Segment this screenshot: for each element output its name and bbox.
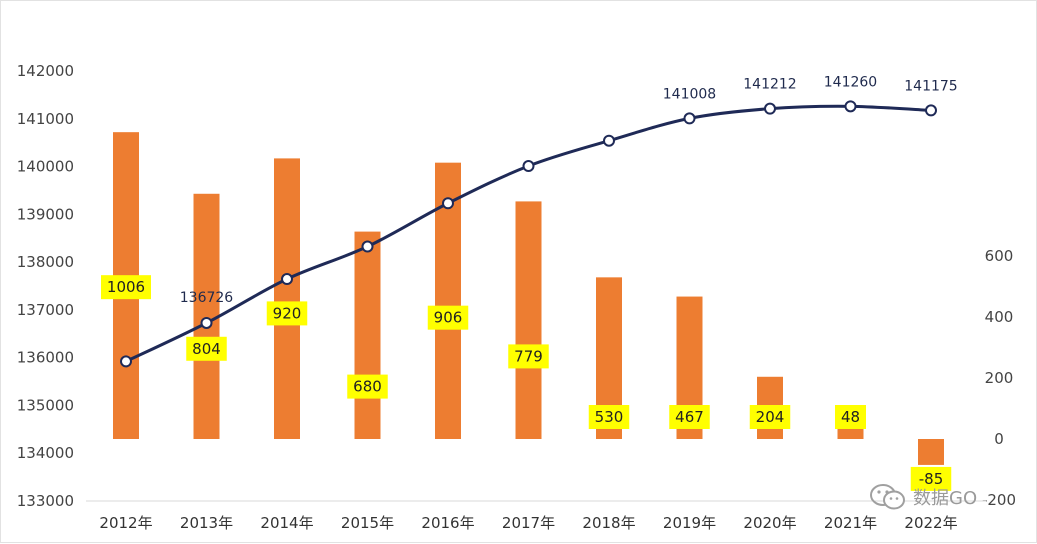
x-tick-label: 2019年 <box>663 514 716 532</box>
line-point <box>200 316 213 329</box>
x-tick-label: 2021年 <box>824 514 877 532</box>
line-value-label: 136726 <box>180 290 234 306</box>
left-tick-label: 136000 <box>17 349 74 367</box>
line-point <box>361 240 374 253</box>
bar-label-bg <box>266 301 308 326</box>
left-tick-label: 138000 <box>17 253 74 271</box>
left-tick-label: 134000 <box>17 444 74 462</box>
bar <box>918 439 944 465</box>
bar-value-label: -85 <box>919 470 944 488</box>
left-tick-label: 135000 <box>17 396 74 414</box>
bar-label-bg <box>669 405 710 429</box>
line-labels: 136726 141008 141212 141260 141175 <box>180 74 958 306</box>
bar <box>193 193 220 439</box>
wechat-icon <box>869 483 907 511</box>
right-tick-label: 600 <box>985 247 1014 265</box>
bar-value-label: 467 <box>675 408 704 426</box>
x-tick-label: 2018年 <box>582 514 635 532</box>
right-tick-label: 400 <box>985 308 1014 326</box>
bar <box>274 158 300 439</box>
watermark: 数据GO <box>869 483 977 511</box>
line-series <box>120 100 937 368</box>
line-point <box>281 273 293 286</box>
left-tick-label: 141000 <box>17 110 74 128</box>
x-tick-label: 2014年 <box>260 514 313 532</box>
x-tick-label: 2022年 <box>904 514 957 532</box>
bar-value-label: 920 <box>273 304 302 322</box>
x-tick-label: 2015年 <box>341 514 394 532</box>
bar-label-bg <box>101 275 151 300</box>
bar-value-label: 779 <box>514 347 543 365</box>
bar-label-bg <box>508 344 549 369</box>
bar-value-label: 680 <box>353 378 382 396</box>
x-tick-label: 2017年 <box>502 514 555 532</box>
line-point <box>925 104 937 117</box>
line-point <box>603 134 615 147</box>
watermark-text: 数据GO <box>913 488 978 509</box>
line-point <box>442 197 454 210</box>
bar-value-label: 906 <box>434 309 463 327</box>
line-value-label: 141175 <box>904 78 957 94</box>
bar-label-bg <box>910 466 952 491</box>
bar-label-bg <box>588 405 630 429</box>
line-point <box>522 160 535 173</box>
line-point <box>844 100 857 113</box>
right-tick-label: 200 <box>985 369 1014 387</box>
right-axis: -200 0 200 400 600 <box>982 247 1016 509</box>
x-axis: 2012年 2013年 2014年 2015年 2016年 2017年 2018年 2019年… <box>86 500 986 532</box>
left-tick-label: 139000 <box>17 205 74 223</box>
bar-labels: 1006 804 920 680 906 779 530 467 204 48 -85 <box>101 275 952 491</box>
x-tick-label: 2016年 <box>421 514 474 532</box>
bar-value-label: 48 <box>841 408 860 426</box>
left-tick-label: 142000 <box>17 62 74 80</box>
bar-value-label: 530 <box>595 408 624 426</box>
left-axis: 133000 134000 135000 136000 137000 138000 1390… <box>17 62 74 510</box>
bar <box>515 201 542 439</box>
bar-label-bg <box>347 374 388 399</box>
line-value-label: 141212 <box>743 77 796 93</box>
bar-value-label: 204 <box>756 408 785 426</box>
bar-label-bg <box>835 405 866 429</box>
line-point <box>764 102 776 115</box>
bar-value-label: 1006 <box>107 278 145 296</box>
line-point <box>683 112 696 125</box>
bar-label-bg <box>186 336 227 361</box>
left-tick-label: 137000 <box>17 301 74 319</box>
x-tick-label: 2020年 <box>743 514 796 532</box>
bar-label-bg <box>427 305 469 330</box>
bar-value-label: 804 <box>192 340 221 358</box>
left-tick-label: 140000 <box>17 158 74 176</box>
bar-label-bg <box>749 405 791 429</box>
line-point <box>120 355 132 368</box>
x-tick-label: 2012年 <box>99 514 152 532</box>
x-tick-label: 2013年 <box>180 514 233 532</box>
left-tick-label: 133000 <box>17 492 74 510</box>
right-tick-label: -200 <box>982 491 1016 509</box>
right-tick-label: 0 <box>994 430 1004 448</box>
bar <box>354 231 381 439</box>
line-value-label: 141260 <box>824 74 877 90</box>
bar-series <box>113 132 944 465</box>
line-value-label: 141008 <box>663 86 716 102</box>
